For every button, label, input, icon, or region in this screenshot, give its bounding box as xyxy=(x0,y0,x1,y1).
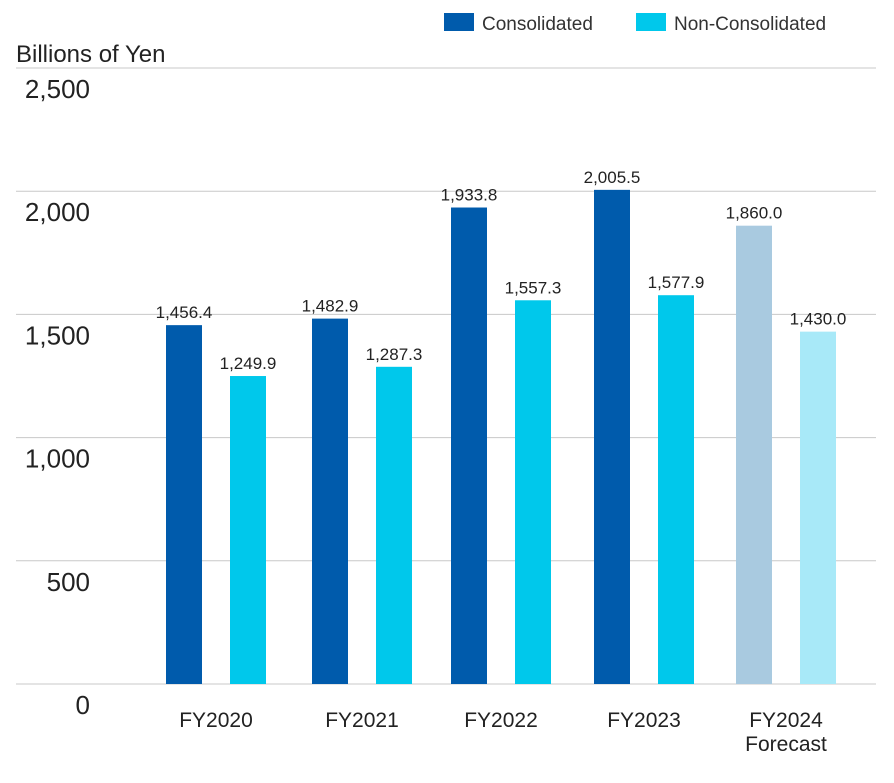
legend-label: Consolidated xyxy=(482,14,593,35)
bar-non-consolidated-0 xyxy=(230,376,266,684)
bar-consolidated-0 xyxy=(166,325,202,684)
legend-swatch xyxy=(636,13,666,31)
data-label: 1,577.9 xyxy=(648,273,705,292)
y-tick-label: 1,500 xyxy=(25,320,90,350)
data-labels: 1,456.4 1,482.9 1,933.8 2,005.5 1,860.0 1,249… xyxy=(156,168,847,373)
data-label: 1,456.4 xyxy=(156,303,213,322)
data-label: 1,557.3 xyxy=(505,278,562,297)
gridlines xyxy=(16,67,876,685)
x-tick-label: FY2021 xyxy=(325,709,399,732)
x-tick-label: Forecast xyxy=(745,733,827,756)
bar-non-consolidated-4 xyxy=(800,331,836,684)
legend: Consolidated Non-Consolidated xyxy=(444,13,826,35)
bar-non-consolidated-2 xyxy=(515,300,551,684)
bar-consolidated-2 xyxy=(451,207,487,685)
data-label: 1,287.3 xyxy=(366,345,423,364)
x-tick-label: FY2024 xyxy=(749,709,823,732)
data-label: 1,482.9 xyxy=(302,297,359,316)
y-tick-label: 2,000 xyxy=(25,197,90,227)
bar-non-consolidated-3 xyxy=(658,295,694,684)
y-tick-label: 2,500 xyxy=(25,74,90,104)
legend-swatch xyxy=(444,13,474,31)
y-tick-label: 1,000 xyxy=(25,444,90,474)
data-label: 1,933.8 xyxy=(441,186,498,205)
y-axis-unit-label: Billions of Yen xyxy=(16,41,165,68)
data-label: 1,249.9 xyxy=(220,354,277,373)
x-tick-label: FY2020 xyxy=(179,709,253,732)
bar-non-consolidated-1 xyxy=(376,366,412,684)
x-tick-label: FY2022 xyxy=(464,709,538,732)
bar-consolidated-1 xyxy=(312,318,348,684)
data-label: 1,430.0 xyxy=(790,310,847,329)
x-tick-label: FY2023 xyxy=(607,709,681,732)
y-tick-label: 500 xyxy=(47,567,90,597)
legend-label: Non-Consolidated xyxy=(674,14,826,35)
bars xyxy=(166,189,836,685)
bar-consolidated-3 xyxy=(594,189,630,685)
y-tick-label: 0 xyxy=(76,690,90,720)
data-label: 1,860.0 xyxy=(726,204,783,223)
y-axis-ticks: 0 500 1,000 1,500 2,000 2,500 xyxy=(25,74,90,720)
bar-consolidated-4 xyxy=(736,225,772,685)
data-label: 2,005.5 xyxy=(584,168,641,187)
